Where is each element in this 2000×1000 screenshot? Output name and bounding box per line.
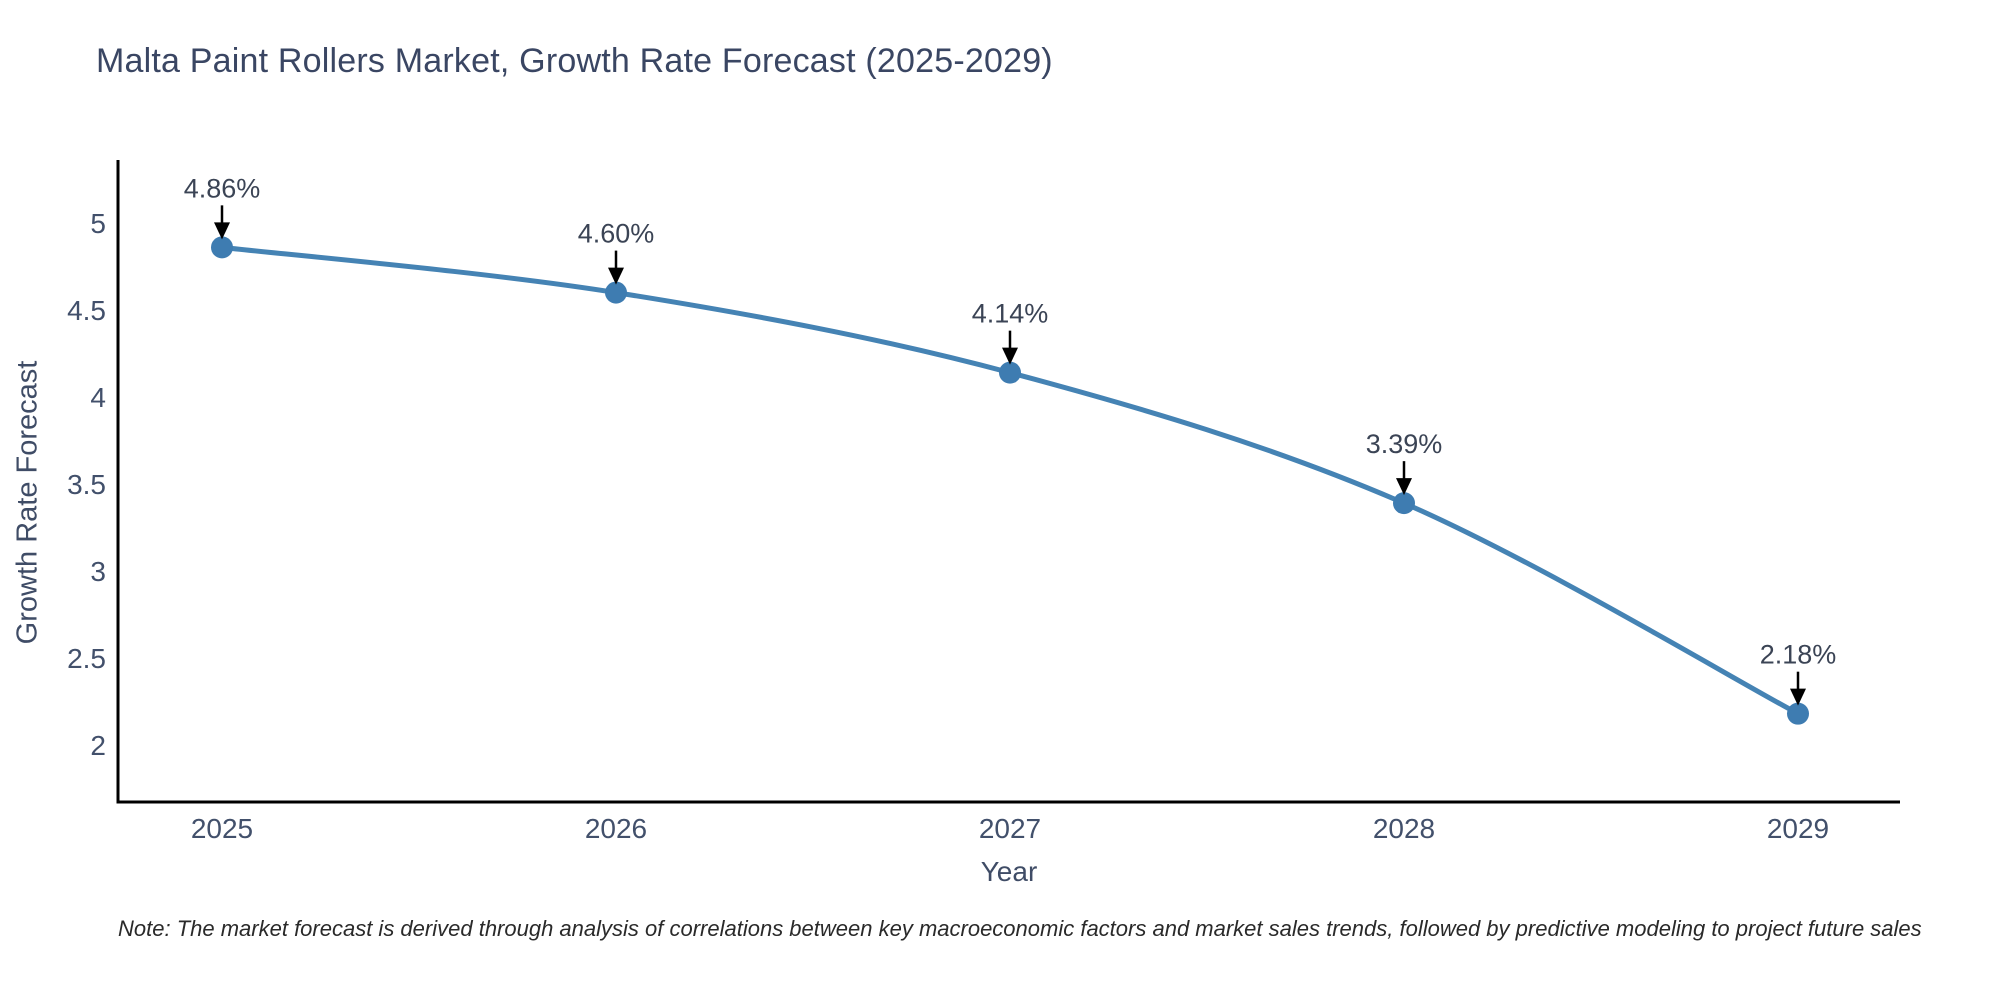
y-tick-label: 2 — [90, 730, 106, 761]
y-tick-label: 5 — [90, 208, 106, 239]
data-point-label: 3.39% — [1366, 429, 1443, 459]
data-point-label: 4.14% — [972, 299, 1049, 329]
annotation-arrowhead-icon — [608, 267, 624, 285]
data-point-marker — [999, 361, 1021, 384]
x-tick-label: 2028 — [1373, 813, 1435, 844]
forecast-markers — [211, 236, 1809, 725]
y-tick-label: 4 — [90, 382, 106, 413]
data-point-marker — [211, 236, 233, 259]
x-tick-label: 2025 — [191, 813, 253, 844]
y-tick-label: 3.5 — [67, 469, 106, 500]
data-point-marker — [1393, 492, 1415, 515]
data-point-marker — [1787, 702, 1809, 725]
point-annotations: 4.86% 4.60% 4.14% 3.39% 2.18% — [184, 173, 1837, 706]
data-point-label: 4.60% — [578, 219, 655, 249]
annotation-arrowhead-icon — [1396, 478, 1412, 496]
x-tick-label: 2029 — [1767, 813, 1829, 844]
x-tick-label: 2027 — [979, 813, 1041, 844]
annotation-arrowhead-icon — [214, 222, 230, 240]
y-axis-tick-labels: 2 2.5 3 3.5 4 4.5 5 — [67, 208, 106, 761]
y-tick-label: 4.5 — [67, 295, 106, 326]
chart-title: Malta Paint Rollers Market, Growth Rate … — [96, 42, 1053, 80]
x-axis-tick-labels: 2025 2026 2027 2028 2029 — [191, 813, 1829, 844]
x-axis-title: Year — [980, 856, 1038, 887]
y-tick-label: 2.5 — [67, 643, 106, 674]
y-tick-label: 3 — [90, 556, 106, 587]
axis-spines — [116, 160, 1900, 804]
footnote: Note: The market forecast is derived thr… — [118, 916, 1922, 941]
annotation-arrowhead-icon — [1002, 347, 1018, 365]
data-point-marker — [605, 281, 627, 304]
annotation-arrowhead-icon — [1790, 688, 1806, 706]
data-point-label: 2.18% — [1760, 640, 1837, 670]
data-point-label: 4.86% — [184, 173, 261, 203]
x-tick-label: 2026 — [585, 813, 647, 844]
